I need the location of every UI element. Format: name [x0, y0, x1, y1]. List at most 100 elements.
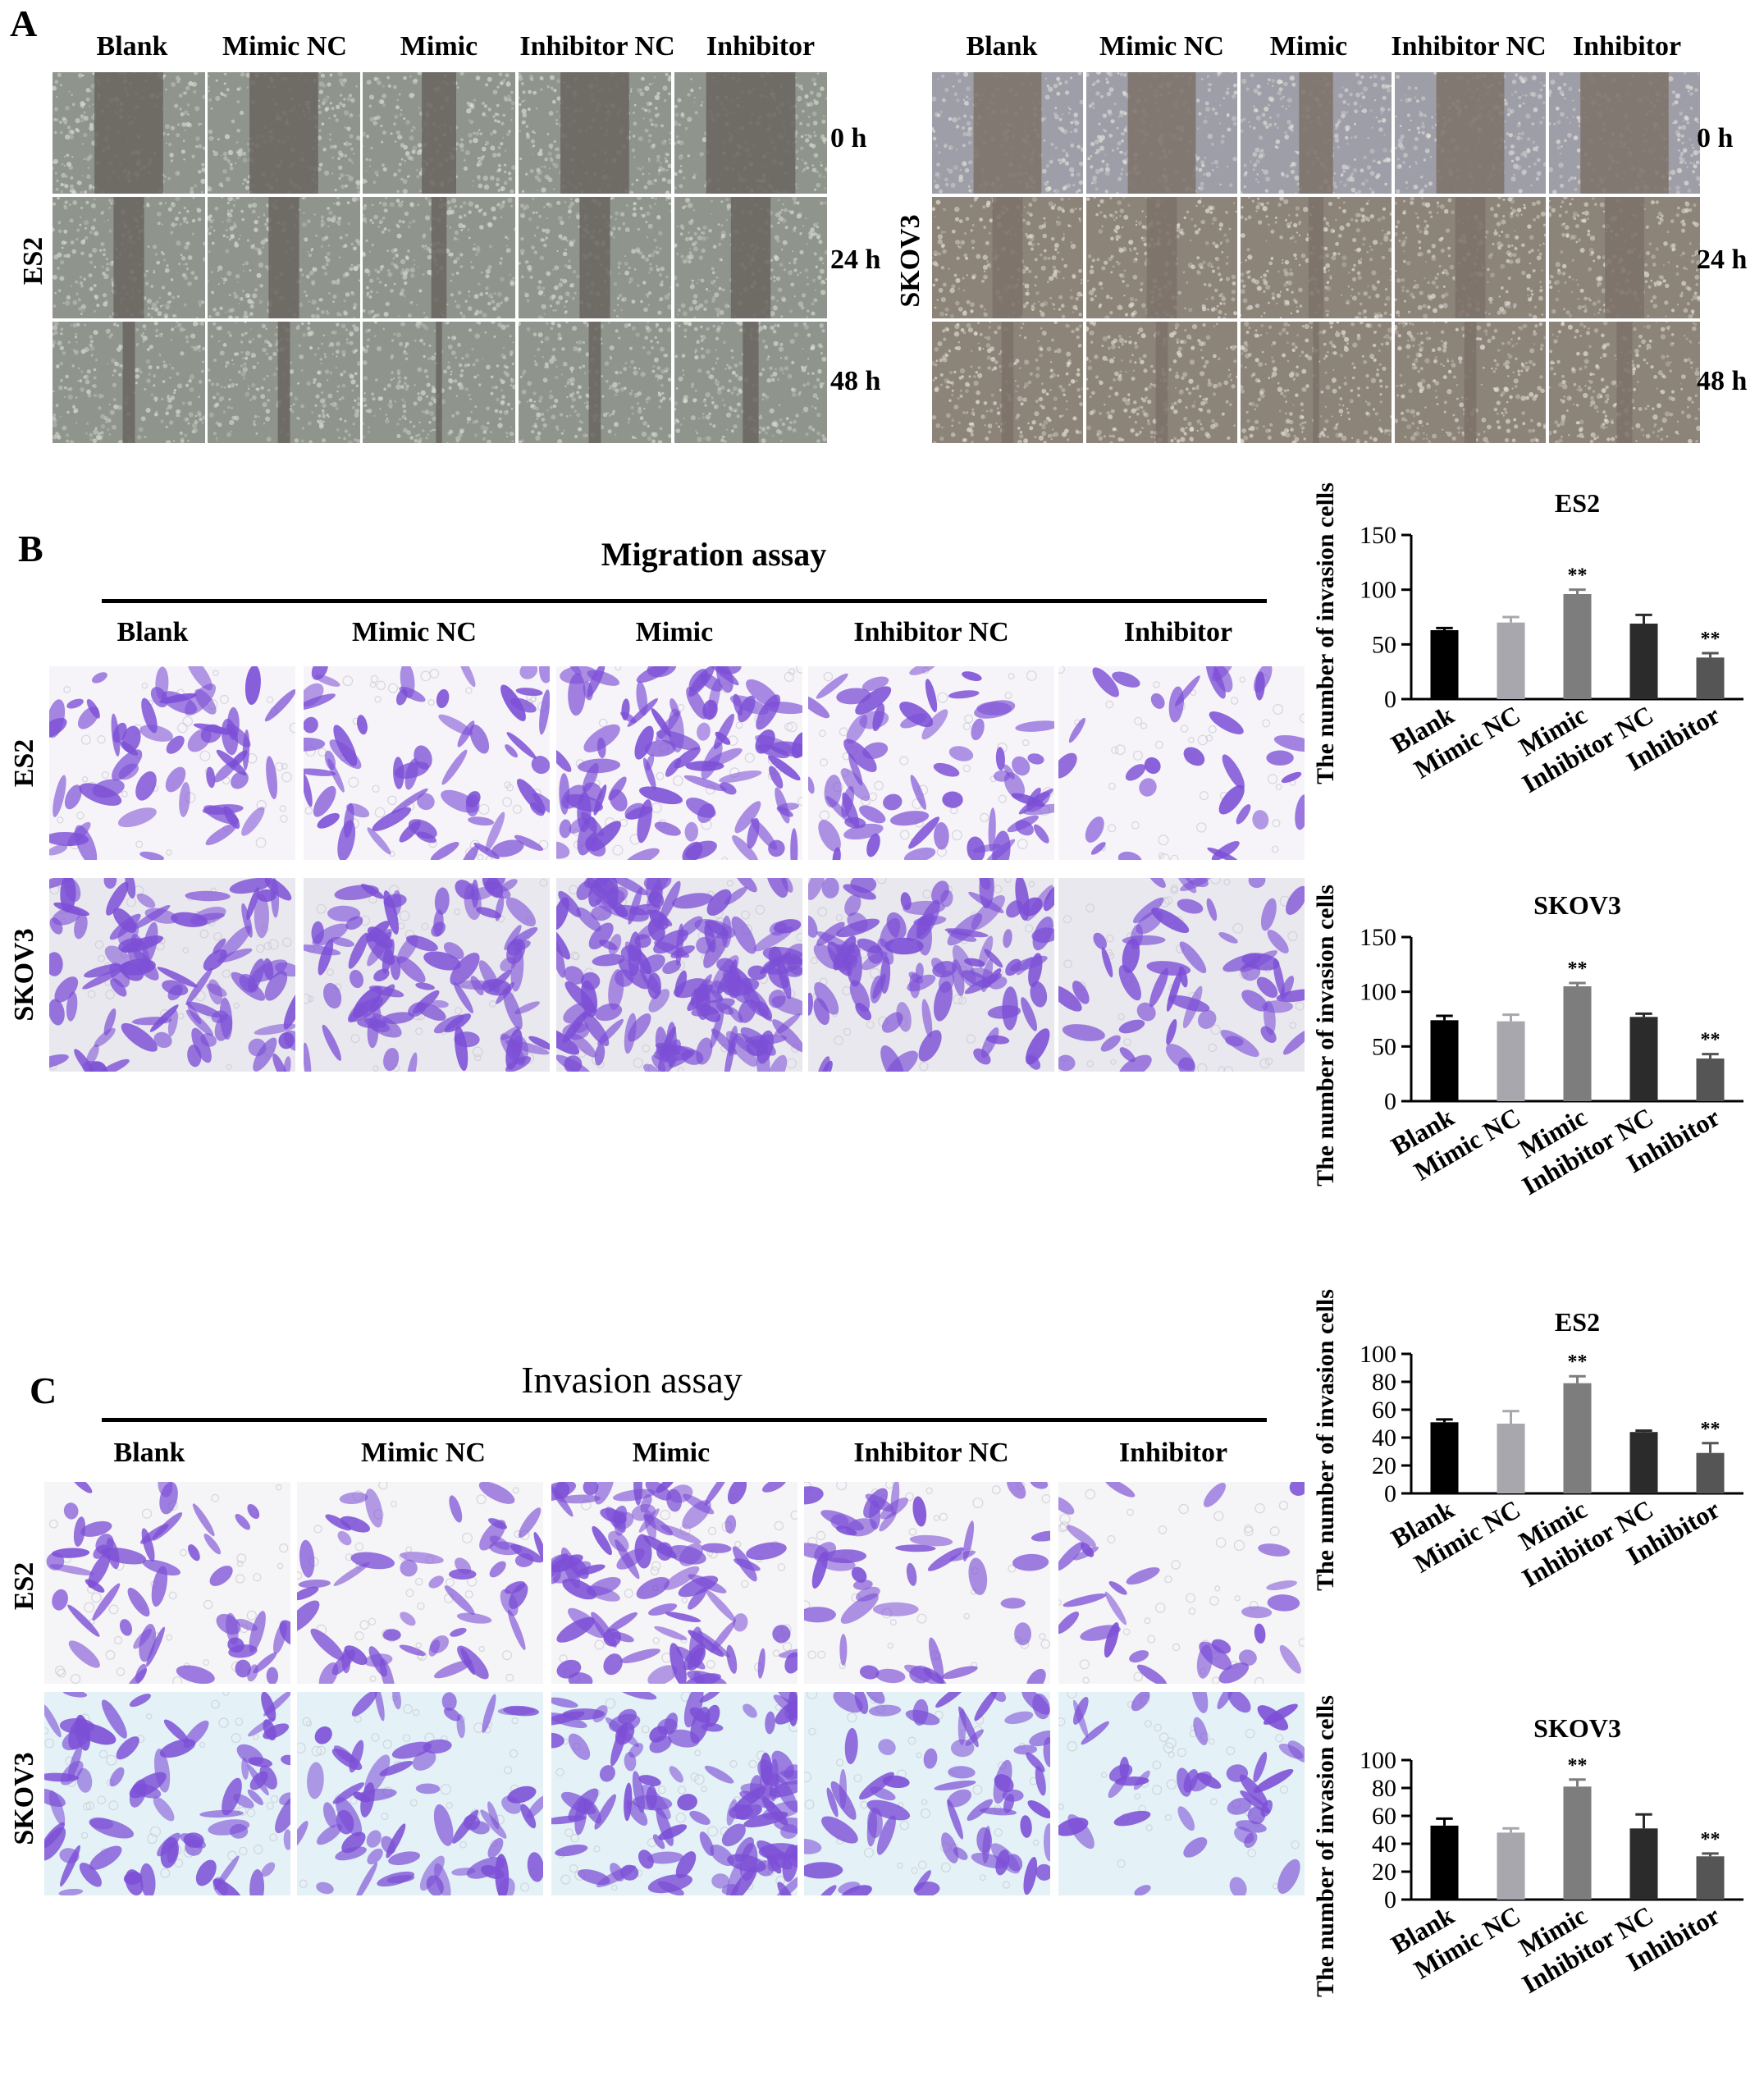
migration-es2-mimic-nc-image	[304, 666, 550, 860]
migration-skov3-mimic-nc-image	[304, 878, 550, 1072]
chart-2-bar-0	[1430, 1422, 1459, 1493]
migration-skov3-blank-image	[49, 878, 295, 1072]
es2-scratch-col-inhibitor: Inhibitor	[706, 31, 816, 62]
skov3-inhibitor-nc-0h-image	[1395, 72, 1546, 194]
panel-a-letter: A	[10, 2, 38, 44]
invasion-row-es2: ES2	[9, 1561, 39, 1611]
skov3-mimic-nc-24h-image	[1086, 197, 1237, 318]
skov3-inhibitor-nc-24h-image	[1395, 197, 1546, 318]
es2-scratch-col-mimic-nc: Mimic NC	[222, 31, 347, 62]
es2-mimic-nc-48h-image	[208, 322, 360, 443]
chart-1-sig-4: **	[1701, 1030, 1721, 1051]
es2-inhibitor-0h-image	[674, 72, 827, 194]
panel-c-letter: C	[30, 1369, 57, 1411]
invasion-assay-title: Invasion assay	[521, 1359, 743, 1401]
migration-es2-bar-chart: ES2 The number of invasion cells 0 50 100 150…	[1312, 482, 1743, 798]
chart-0-bar-2	[1563, 594, 1592, 699]
chart-3-title: SKOV3	[1533, 1713, 1621, 1743]
es2-inhibitor-nc-24h-image	[519, 197, 671, 318]
es2-mimic-48h-image	[363, 322, 515, 443]
chart-2-bar-4	[1696, 1452, 1725, 1493]
chart-2-ytick-label-3: 60	[1372, 1397, 1396, 1424]
chart-2-ytick-label-0: 0	[1384, 1480, 1396, 1507]
invasion-es2-inhibitor-nc-image	[804, 1482, 1050, 1684]
migration-skov3-mimic-image	[556, 878, 802, 1072]
invasion-skov3-inhibitor-nc-image	[804, 1692, 1050, 1895]
chart-0-ytick-label-1: 50	[1372, 631, 1396, 658]
migration-col-inhibitor: Inhibitor	[1123, 617, 1233, 647]
invasion-skov3-blank-image	[44, 1692, 290, 1895]
migration-skov3-inhibitor-nc-image	[808, 878, 1054, 1072]
invasion-skov3-bar-chart: SKOV3 The number of invasion cells 0204060…	[1312, 1695, 1743, 1999]
es2-inhibitor-24h-image	[674, 197, 827, 318]
es2-time-24h: 24 h	[830, 245, 881, 275]
chart-1-sig-2: **	[1568, 958, 1588, 980]
chart-0-ylabel: The number of invasion cells	[1312, 482, 1339, 784]
es2-scratch-col-blank: Blank	[96, 31, 168, 62]
chart-3-ylabel: The number of invasion cells	[1312, 1695, 1339, 1997]
invasion-col-mimic: Mimic	[632, 1438, 711, 1468]
skov3-inhibitor-0h-image	[1549, 72, 1700, 194]
chart-1-bar-0	[1430, 1020, 1459, 1101]
chart-3-ytick-label-4: 80	[1372, 1775, 1396, 1802]
skov3-inhibitor-nc-48h-image	[1395, 322, 1546, 443]
chart-3-sig-4: **	[1701, 1829, 1721, 1850]
chart-2-ytick-label-2: 40	[1372, 1424, 1396, 1452]
chart-0-sig-4: **	[1701, 629, 1721, 650]
skov3-scratch-col-inhibitor-nc: Inhibitor NC	[1391, 31, 1547, 62]
es2-mimic-nc-24h-image	[208, 197, 360, 318]
invasion-es2-inhibitor-image	[1058, 1482, 1305, 1684]
chart-0-sig-2: **	[1568, 565, 1588, 587]
chart-1-ytick-label-2: 100	[1360, 979, 1396, 1006]
es2-scratch-col-inhibitor-nc: Inhibitor NC	[519, 31, 675, 62]
migration-skov3-bar-chart: SKOV3 The number of invasion cells 0 50 100 1…	[1312, 885, 1743, 1200]
chart-2-sig-4: **	[1701, 1419, 1721, 1440]
chart-1-bar-3	[1629, 1017, 1658, 1101]
invasion-col-blank: Blank	[113, 1438, 185, 1468]
skov3-blank-24h-image	[932, 197, 1083, 318]
chart-2-ylabel: The number of invasion cells	[1312, 1289, 1339, 1591]
skov3-scratch-col-inhibitor: Inhibitor	[1572, 31, 1682, 62]
invasion-skov3-mimic-image	[551, 1692, 797, 1895]
chart-0-bar-0	[1430, 630, 1459, 699]
invasion-skov3-mimic-nc-image	[297, 1692, 543, 1895]
chart-2-ytick-label-4: 80	[1372, 1369, 1396, 1396]
migration-skov3-inhibitor-image	[1058, 878, 1305, 1072]
migration-row-es2: ES2	[9, 738, 39, 788]
es2-time-48h: 48 h	[830, 366, 881, 396]
migration-assay-title: Migration assay	[601, 536, 827, 573]
migration-col-inhibitor-nc: Inhibitor NC	[853, 617, 1009, 647]
chart-1-ylabel: The number of invasion cells	[1312, 885, 1339, 1187]
invasion-es2-blank-image	[44, 1482, 290, 1684]
chart-3-bar-2	[1563, 1786, 1592, 1900]
es2-blank-24h-image	[53, 197, 205, 318]
invasion-es2-mimic-image	[551, 1482, 797, 1684]
skov3-time-0h: 0 h	[1697, 123, 1734, 153]
skov3-mimic-24h-image	[1241, 197, 1392, 318]
panel-b-letter: B	[18, 528, 43, 569]
chart-3-bar-4	[1696, 1856, 1725, 1900]
chart-1-bar-2	[1563, 986, 1592, 1101]
skov3-mimic-48h-image	[1241, 322, 1392, 443]
es2-blank-0h-image	[53, 72, 205, 194]
invasion-col-inhibitor-nc: Inhibitor NC	[853, 1438, 1009, 1468]
chart-0-bar-4	[1696, 657, 1725, 699]
chart-0-ytick-label-0: 0	[1384, 686, 1396, 713]
skov3-blank-0h-image	[932, 72, 1083, 194]
chart-0-ytick-label-3: 150	[1360, 522, 1396, 549]
es2-time-0h: 0 h	[830, 123, 867, 153]
chart-1-bar-1	[1497, 1021, 1525, 1101]
es2-mimic-nc-0h-image	[208, 72, 360, 194]
skov3-inhibitor-24h-image	[1549, 197, 1700, 318]
migration-col-mimic: Mimic	[635, 617, 714, 647]
skov3-blank-48h-image	[932, 322, 1083, 443]
migration-es2-mimic-image	[556, 666, 802, 860]
chart-3-sig-2: **	[1568, 1755, 1588, 1776]
es2-blank-48h-image	[53, 322, 205, 443]
es2-scratch-col-mimic: Mimic	[400, 31, 478, 62]
chart-2-bar-2	[1563, 1383, 1592, 1493]
skov3-scratch-col-blank: Blank	[966, 31, 1038, 62]
chart-2-sig-2: **	[1568, 1351, 1588, 1373]
migration-col-blank: Blank	[117, 617, 189, 647]
es2-mimic-24h-image	[363, 197, 515, 318]
